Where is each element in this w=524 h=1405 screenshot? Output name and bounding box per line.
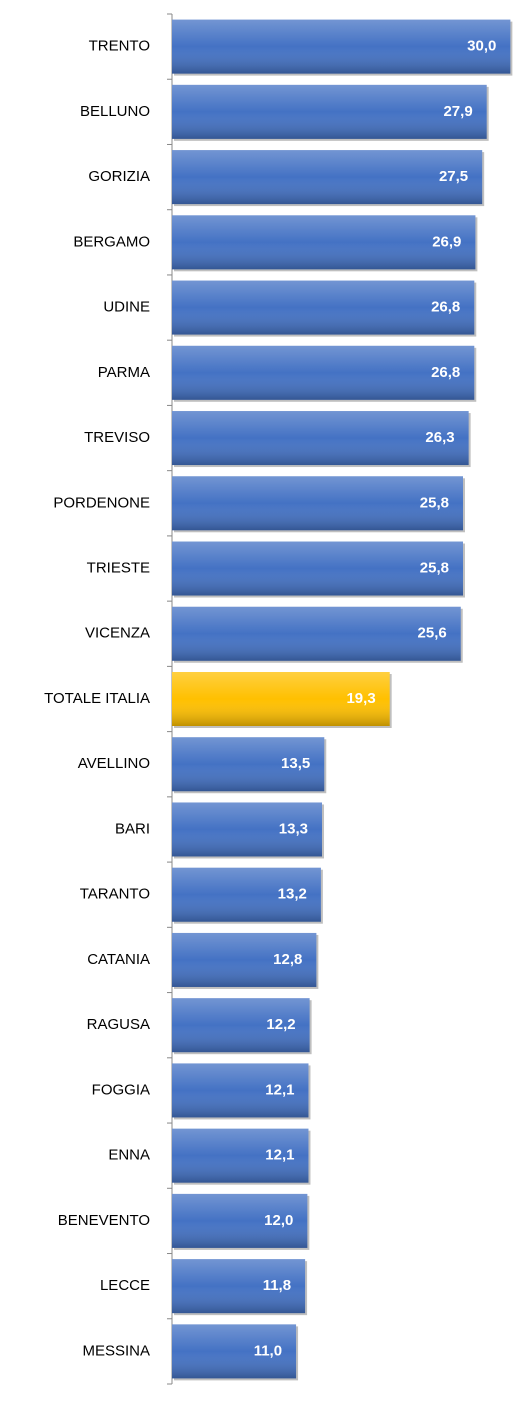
bar-shade (172, 1128, 309, 1183)
value-label: 12,1 (265, 1147, 294, 1164)
value-label: 13,3 (279, 820, 308, 837)
value-label: 27,5 (439, 168, 468, 185)
bar-shade (172, 998, 310, 1053)
value-label: 12,2 (266, 1016, 295, 1033)
y-tick-label: LECCE (100, 1277, 150, 1294)
y-tick-label: RAGUSA (87, 1016, 150, 1033)
bar-shade (172, 215, 476, 270)
bar-shade (172, 1259, 306, 1314)
value-label: 30,0 (467, 38, 496, 55)
value-label: 25,6 (418, 625, 447, 642)
bar-shade (172, 84, 487, 139)
y-tick-label: TRIESTE (87, 559, 150, 576)
bar-shade (172, 867, 321, 922)
value-label: 11,0 (254, 1342, 282, 1359)
value-label: 11,8 (263, 1277, 291, 1294)
value-label: 25,8 (420, 494, 449, 511)
bar-shade (172, 280, 475, 335)
y-tick-label: TRENTO (89, 38, 150, 55)
y-tick-label: TOTALE ITALIA (44, 690, 150, 707)
bar-shade (172, 19, 511, 74)
y-tick-label: MESSINA (82, 1342, 150, 1359)
y-tick-label: CATANIA (87, 951, 150, 968)
y-tick-label: FOGGIA (92, 1081, 150, 1098)
bar-shade (172, 1193, 308, 1248)
bar-shade (172, 932, 317, 987)
y-tick-label: AVELLINO (78, 755, 150, 772)
value-label: 12,8 (273, 951, 302, 968)
value-label: 13,5 (281, 755, 310, 772)
value-label: 12,0 (264, 1212, 293, 1229)
y-tick-label: TARANTO (80, 886, 150, 903)
bar-shade (172, 345, 475, 400)
bar-shade (172, 411, 469, 466)
value-label: 19,3 (346, 690, 375, 707)
bar-shade (172, 1063, 309, 1118)
value-label: 26,8 (431, 364, 460, 381)
y-tick-label: VICENZA (85, 625, 150, 642)
value-label: 26,9 (432, 233, 461, 250)
y-tick-label: BELLUNO (80, 103, 150, 120)
y-tick-label: BARI (115, 820, 150, 837)
bar-shade (172, 150, 483, 205)
y-tick-label: ENNA (108, 1147, 150, 1164)
bar-shade (172, 1324, 297, 1379)
y-tick-label: PORDENONE (53, 494, 150, 511)
y-tick-label: UDINE (103, 299, 150, 316)
bar-shade (172, 737, 325, 792)
y-tick-label: GORIZIA (88, 168, 150, 185)
bar-shade (172, 606, 461, 661)
value-label: 26,3 (425, 429, 454, 446)
y-tick-label: TREVISO (84, 429, 150, 446)
value-label: 12,1 (265, 1081, 294, 1098)
value-label: 26,8 (431, 299, 460, 316)
bar-shade (172, 476, 463, 531)
value-label: 25,8 (420, 559, 449, 576)
y-tick-label: PARMA (98, 364, 150, 381)
bar-shade (172, 672, 390, 726)
y-tick-label: BERGAMO (73, 233, 150, 250)
bar-shade (172, 541, 463, 596)
value-label: 27,9 (443, 103, 472, 120)
y-tick-label: BENEVENTO (58, 1212, 150, 1229)
bar-shade (172, 802, 323, 857)
value-label: 13,2 (278, 886, 307, 903)
